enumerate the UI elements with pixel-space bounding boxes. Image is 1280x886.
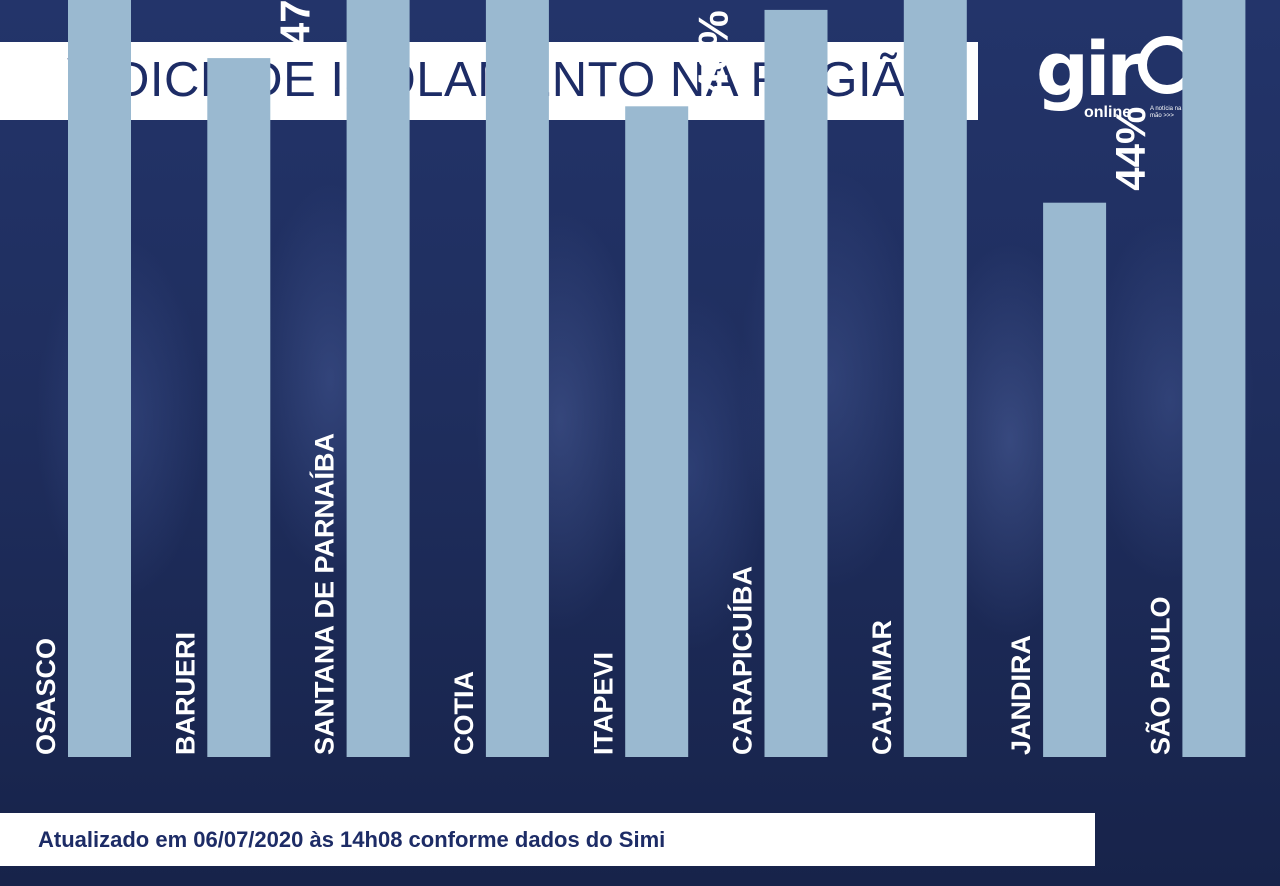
logo-subtitle: online — [1084, 104, 1132, 121]
bar-2 — [346, 0, 410, 757]
value-label-4: 46% — [689, 10, 736, 94]
category-label-5: CARAPICUÍBA — [727, 566, 758, 755]
logo-tagline: A notícia na palma da mão >>> — [1150, 106, 1208, 119]
footer-banner — [0, 813, 1095, 866]
bar-1 — [207, 58, 271, 758]
category-label-4: ITAPEVI — [588, 652, 618, 755]
bar-3 — [485, 0, 549, 758]
category-label-7: JANDIRA — [1006, 635, 1036, 755]
update-note: Atualizado em 06/07/2020 às 14h08 confor… — [38, 827, 666, 852]
bar-0 — [68, 0, 131, 757]
bar-5 — [764, 9, 828, 757]
value-label-1: 47% — [271, 0, 318, 46]
bar-4 — [625, 106, 689, 758]
bar-7 — [1043, 202, 1107, 757]
bar-8 — [1182, 0, 1246, 757]
logo-wordmark: gir — [1036, 27, 1143, 113]
category-label-2: SANTANA DE PARNAÍBA — [309, 433, 340, 755]
category-label-8: SÃO PAULO — [1145, 596, 1176, 755]
value-label-7: 44% — [1107, 107, 1154, 191]
bar-6 — [903, 0, 967, 758]
category-label-0: OSASCO — [31, 638, 61, 755]
category-label-3: COTIA — [449, 671, 479, 755]
category-label-1: BARUERI — [170, 632, 200, 755]
category-label-6: CAJAMAR — [867, 620, 897, 755]
